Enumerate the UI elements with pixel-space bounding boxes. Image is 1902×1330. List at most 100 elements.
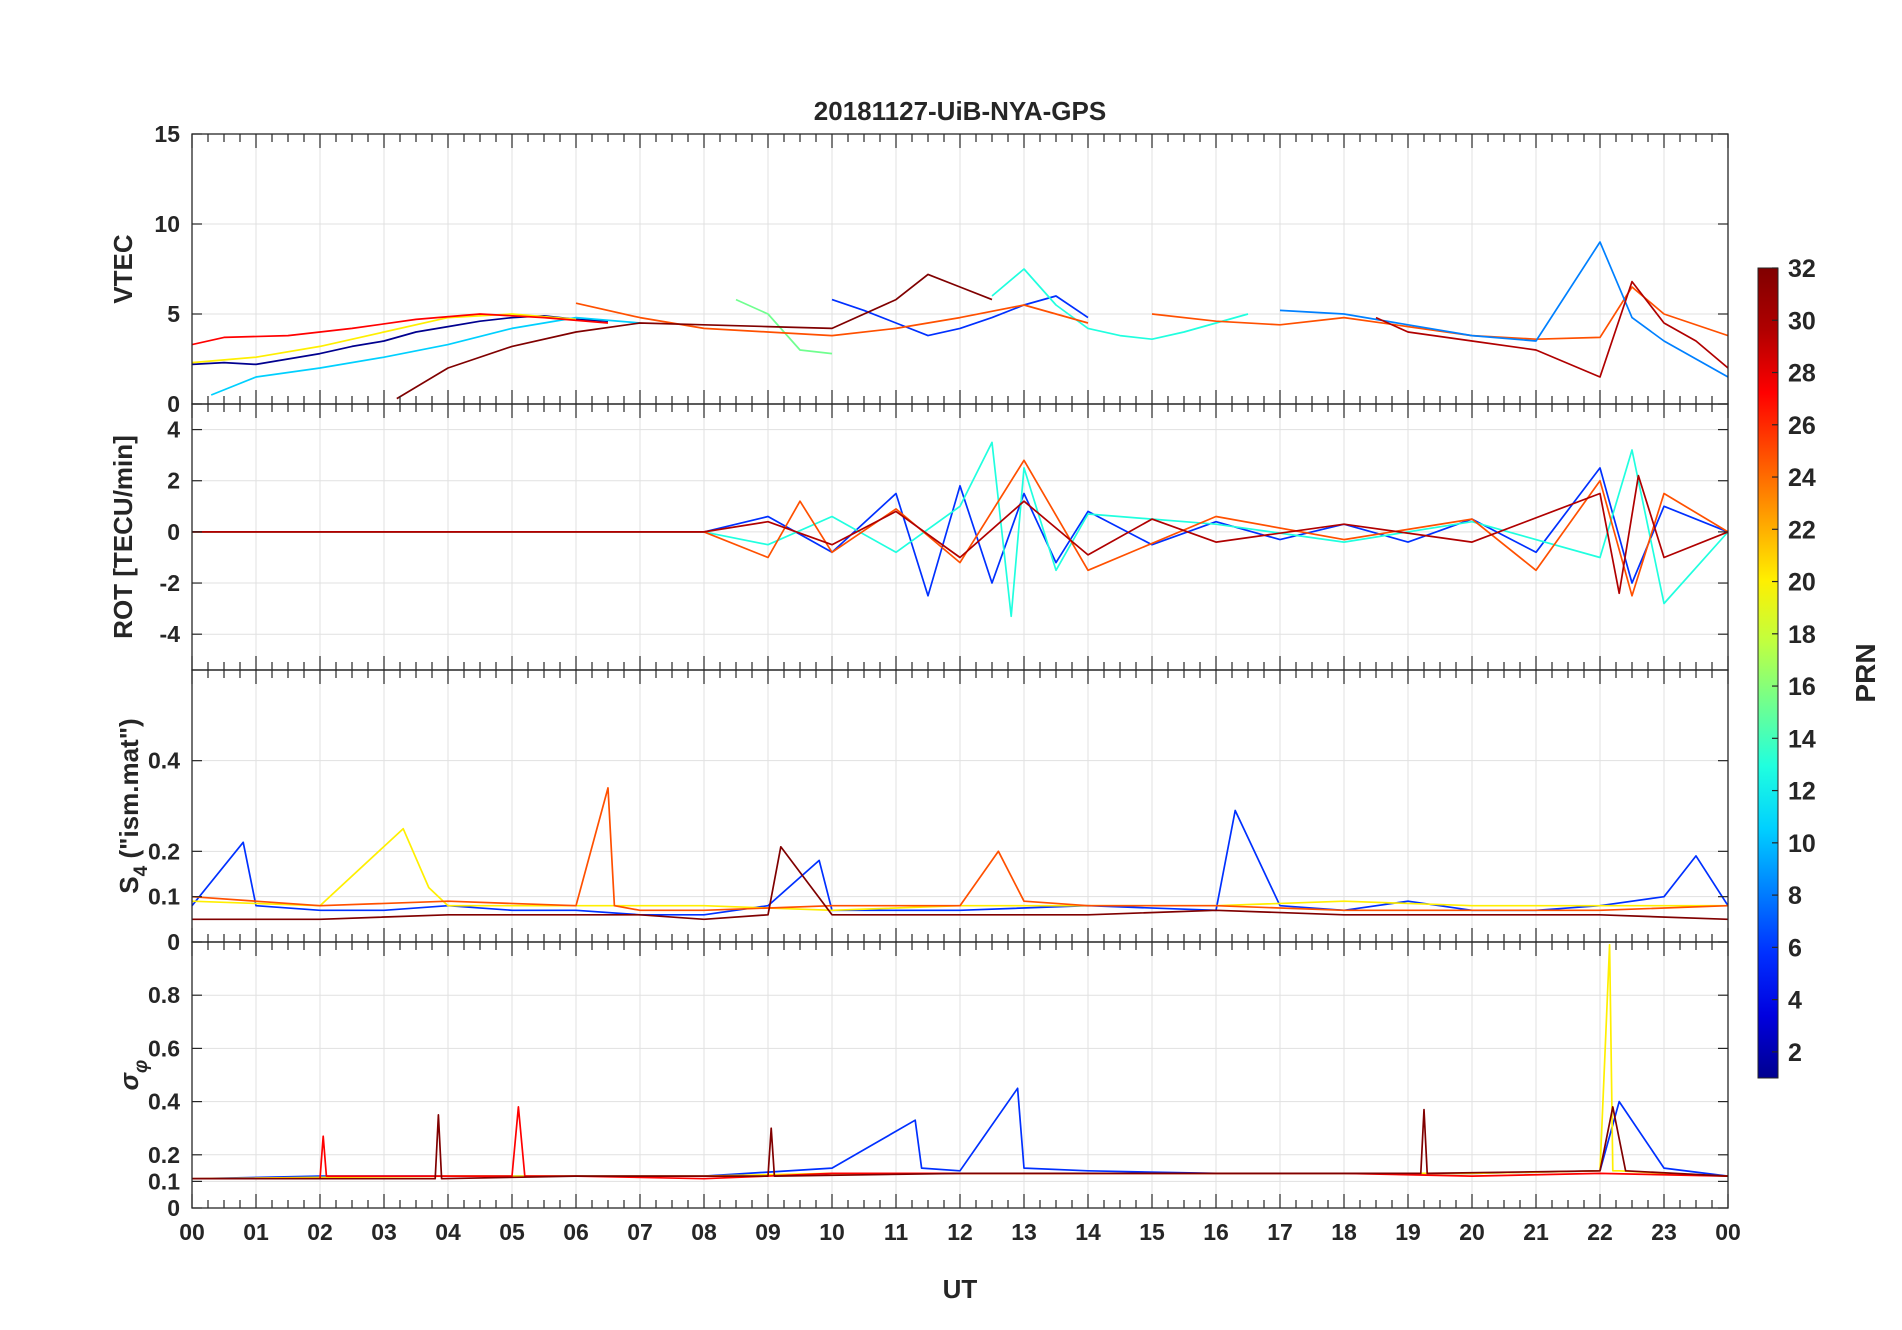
series-group-vtec (192, 241, 1728, 400)
subplot-rot: -4 -2 0 2 4 ROT [TECU/min] (108, 403, 1729, 671)
series-prn-20 (192, 827, 1728, 912)
series-prn-31 (192, 845, 1728, 921)
grid-s4 (191, 670, 1729, 943)
series-group-sigma_phi (192, 943, 1728, 1180)
series-prn-30 (192, 474, 1728, 595)
colorbar-tick-label: 12 (1788, 778, 1816, 806)
grid-rot (191, 404, 1729, 670)
y-label-subscript: 4 (131, 865, 152, 876)
series-prn-5 (192, 467, 1728, 597)
y-axis-label-vtec: VTEC (108, 234, 138, 304)
colorbar-tick-label: 18 (1788, 621, 1816, 649)
subplot-vtec: 0 5 10 15 VTEC (108, 121, 1729, 417)
x-axis-label: UT (943, 1274, 978, 1304)
x-tick-label: 20 (1459, 1219, 1485, 1245)
y-tick-label: 0 (167, 391, 180, 417)
x-tick-label: 07 (627, 1219, 653, 1245)
colorbar-tick-label: 8 (1788, 882, 1802, 910)
x-tick-label: 14 (1075, 1219, 1101, 1245)
series-prn-24 (575, 302, 1089, 337)
series-prn-24 (192, 459, 1728, 597)
x-tick-label: 22 (1587, 1219, 1613, 1245)
x-tick-label: 01 (243, 1219, 269, 1245)
subplot-s4: 00.10.20.4S4 ("ism.mat") (114, 669, 1729, 955)
y-tick-label: 0.4 (148, 1089, 180, 1115)
series-prn-28 (192, 313, 609, 346)
colorbar-tick-label: 6 (1788, 934, 1802, 962)
y-tick-label: 2 (167, 468, 180, 494)
colorbar-tick-label: 26 (1788, 412, 1816, 440)
x-tick-label: 18 (1331, 1219, 1357, 1245)
x-tick-label: 05 (499, 1219, 525, 1245)
colorbar-tick-label: 16 (1788, 673, 1816, 701)
x-tick-label: 19 (1395, 1219, 1421, 1245)
colorbar-tick-label: 24 (1788, 464, 1816, 492)
x-tick-label: 03 (371, 1219, 397, 1245)
series-prn-12 (991, 268, 1249, 341)
x-tick-label: 15 (1139, 1219, 1165, 1245)
grid-vtec (191, 133, 1729, 405)
y-tick-label: 15 (154, 121, 180, 147)
x-tick-label: 00 (179, 1219, 205, 1245)
series-prn-30 (1375, 280, 1728, 378)
x-tick-label: 10 (819, 1219, 845, 1245)
y-tick-label: 4 (167, 417, 180, 443)
y-tick-label: -4 (160, 621, 181, 647)
colorbar-tick-label: 10 (1788, 830, 1816, 858)
y-label-main: S (114, 876, 144, 893)
y-tick-label: 0 (167, 929, 180, 955)
y-axis-label-rot: ROT [TECU/min] (108, 435, 138, 639)
x-tick-label: 02 (307, 1219, 333, 1245)
series-prn-31 (396, 273, 993, 400)
y-label-rest: ("ism.mat") (114, 718, 144, 865)
x-tick-label: 12 (947, 1219, 973, 1245)
x-tick-label: 04 (435, 1219, 461, 1245)
x-tick-label: 21 (1523, 1219, 1549, 1245)
series-prn-20 (192, 313, 577, 364)
colorbar-tick-label: 28 (1788, 360, 1816, 388)
y-tick-label: 0 (167, 519, 180, 545)
y-tick-label: 0.2 (148, 1142, 180, 1168)
x-tick-labels: 00 01 02 03 04 05 06 07 08 09 10 11 12 13 14 15 16 17 18 19… (179, 1219, 1741, 1245)
x-tick-label: 13 (1011, 1219, 1037, 1245)
y-tick-label: 5 (167, 301, 180, 327)
colorbar-bar (1757, 267, 1779, 1079)
series-prn-5 (831, 295, 1089, 337)
y-tick-label: 0.1 (148, 1168, 180, 1194)
y-tick-label: 0.6 (148, 1035, 180, 1061)
y-axis-label-sigma_phi: σφ (114, 1060, 152, 1091)
chart-title: 20181127-UiB-NYA-GPS (814, 96, 1106, 126)
x-tick-label: 00 (1715, 1219, 1741, 1245)
y-tick-label: 0.2 (148, 838, 180, 864)
colorbar-tick-label: 14 (1788, 725, 1816, 753)
colorbar-tick-label: 22 (1788, 516, 1816, 544)
colorbar-tick-label: 20 (1788, 569, 1816, 597)
y-label-main: σ (114, 1071, 144, 1090)
grid-sigma_phi (191, 942, 1729, 1209)
x-tick-label: 08 (691, 1219, 717, 1245)
series-prn-14 (192, 441, 1728, 618)
series-group-s4 (192, 787, 1728, 921)
y-tick-label: 0.8 (148, 982, 180, 1008)
series-prn-16 (735, 298, 833, 355)
series-prn-8 (1279, 241, 1728, 378)
y-tick-label: 10 (154, 211, 180, 237)
y-label-subscript: φ (131, 1060, 152, 1073)
y-tick-label: 0 (167, 1195, 180, 1221)
x-tick-label: 16 (1203, 1219, 1229, 1245)
subplot-sigma_phi: 00.10.2 0.4 0.6 0.8 σφ (114, 941, 1729, 1221)
y-tick-label: 0.1 (148, 884, 180, 910)
y-tick-label: -2 (160, 570, 180, 596)
series-prn-24 (192, 787, 1728, 912)
series-prn-31 (192, 1106, 1728, 1180)
colorbar-tick-label: 2 (1788, 1039, 1802, 1067)
colorbar-tick-label: 4 (1788, 987, 1802, 1015)
y-axis-label-s4: S4 ("ism.mat") (114, 718, 152, 893)
colorbar-tick-label: 30 (1788, 307, 1816, 335)
x-tick-label: 23 (1651, 1219, 1677, 1245)
colorbar-label: PRN (1850, 643, 1881, 702)
series-group-rot (192, 441, 1728, 618)
